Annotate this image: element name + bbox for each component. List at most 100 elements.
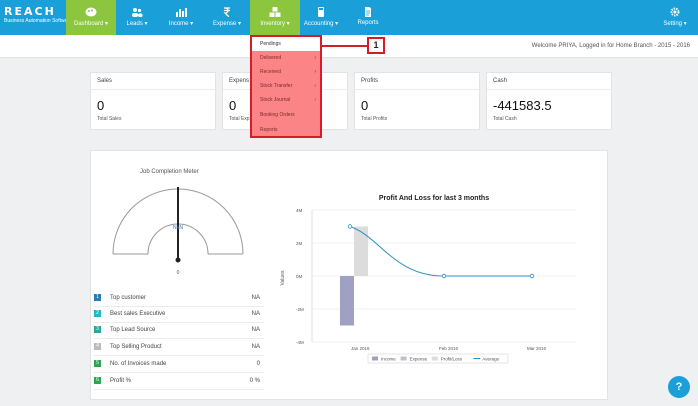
- info-badge: 1: [94, 294, 101, 301]
- info-value: NA: [251, 327, 260, 333]
- nav-reports[interactable]: Reports: [348, 0, 388, 35]
- chart-legend-swatch: [400, 356, 407, 361]
- stat-card-profits: Profits 0 Total Profits: [354, 72, 480, 130]
- chart-legend-label: Income: [381, 357, 396, 362]
- info-label: Top Lead Source: [110, 327, 156, 333]
- stat-card-cash: Cash -441583.5 Total Cash: [486, 72, 612, 130]
- inventory-dropdown-menu: Pendings Delivered › Received › Stock Tr…: [250, 35, 322, 138]
- info-value: NA: [251, 295, 260, 301]
- info-label: Top Selling Product: [110, 344, 162, 350]
- logo[interactable]: REACH Business Automation Software: [4, 5, 72, 30]
- chevron-right-icon: ›: [314, 55, 316, 61]
- palette-icon: [85, 7, 97, 17]
- nav-expense-label: Expense ▾: [212, 21, 242, 27]
- info-badge: 2: [94, 310, 101, 317]
- chart-y-tick-label: 0M: [296, 274, 303, 279]
- nav-leads-label: Leads ▾: [126, 21, 148, 27]
- help-button[interactable]: ?: [668, 376, 690, 398]
- chart-x-tick-label: Feb 2016: [439, 346, 459, 351]
- info-row-invoices-made: 5 No. of Invoices made 0: [94, 357, 264, 373]
- logo-tagline: Business Automation Software: [4, 18, 72, 24]
- chevron-right-icon: ›: [314, 97, 316, 103]
- menu-item-stock-transfer[interactable]: Stock Transfer: [260, 83, 293, 89]
- info-label: Top customer: [110, 295, 147, 301]
- chart-legend-label: Expense: [410, 357, 428, 362]
- chart-legend-box: [367, 353, 509, 364]
- menu-item-pendings[interactable]: Pendings: [252, 37, 320, 51]
- chart-point: [347, 224, 353, 229]
- job-completion-meter: NaN 0: [112, 187, 244, 276]
- chart-legend-label: Profit/Loss: [441, 357, 463, 362]
- nav-dashboard[interactable]: Dashboard ▾: [66, 0, 116, 35]
- menu-item-booking-orders[interactable]: Booking Orders: [260, 112, 295, 118]
- dashboard-panel: [90, 150, 608, 400]
- chart-y-tick-label: -4M: [296, 340, 304, 345]
- info-row-top-customer: 1 Top customer NA: [94, 291, 264, 307]
- document-icon: [365, 7, 371, 17]
- chart-bar: [354, 226, 368, 276]
- top-navigation-bar: REACH Business Automation Software Dashb…: [0, 0, 698, 35]
- chart-y-tick-label: -2M: [296, 307, 304, 312]
- rupee-icon: [223, 7, 230, 17]
- stat-sub: Total Profits: [361, 116, 388, 122]
- meter-pivot: [175, 257, 181, 263]
- stat-divider: [355, 89, 479, 90]
- info-label: Profit %: [110, 378, 132, 384]
- calculator-icon: [318, 7, 324, 17]
- chart-bar: [340, 276, 354, 326]
- nav-accounting[interactable]: Accounting ▾: [300, 0, 342, 35]
- stat-sub: Total Cash: [493, 116, 517, 122]
- nav-reports-label: Reports: [357, 20, 379, 26]
- stat-value: 0: [361, 98, 369, 113]
- logo-name: REACH: [4, 5, 56, 18]
- nav-setting[interactable]: Setting ▾: [656, 0, 694, 35]
- menu-item-delivered[interactable]: Delivered: [260, 55, 282, 61]
- chart-legend-label: Average: [482, 357, 499, 362]
- stat-value: -441583.5: [493, 98, 552, 113]
- chart-average-line: [349, 226, 532, 277]
- info-label: Best sales Executive: [110, 311, 166, 317]
- chart-legend-swatch: [431, 356, 438, 361]
- stat-value: 0: [97, 98, 105, 113]
- stat-sub: Total Exp: [229, 116, 250, 122]
- nav-setting-label: Setting ▾: [663, 21, 687, 27]
- info-value: 0 %: [249, 378, 260, 384]
- chart-y-tick-label: 2M: [296, 241, 303, 246]
- chart-point: [529, 273, 535, 279]
- meter-value-label: NaN: [173, 225, 183, 231]
- menu-item-label: Pendings: [260, 41, 281, 47]
- stat-title: Profits: [361, 78, 379, 84]
- nav-dashboard-label: Dashboard ▾: [73, 21, 109, 27]
- stat-card-sales: Sales 0 Total Sales: [90, 72, 216, 130]
- info-row-top-lead-source: 3 Top Lead Source NA: [94, 323, 264, 339]
- nav-income-label: Income ▾: [168, 21, 194, 27]
- nav-leads[interactable]: Leads ▾: [116, 0, 158, 35]
- menu-item-received[interactable]: Received: [260, 69, 281, 75]
- chart-y-axis-label: Values: [280, 270, 286, 285]
- info-value: NA: [251, 311, 260, 317]
- menu-item-reports[interactable]: Reports: [260, 127, 278, 133]
- chevron-right-icon: ›: [314, 69, 316, 75]
- nav-inventory-label: Inventory ▾: [260, 21, 290, 27]
- stat-title: Sales: [97, 78, 113, 84]
- users-icon: [132, 8, 143, 17]
- info-badge: 6: [94, 377, 101, 384]
- info-row-top-selling-product: 4 Top Selling Product NA: [94, 340, 264, 356]
- info-badge: 3: [94, 326, 101, 333]
- info-value: NA: [251, 344, 260, 350]
- info-badge: 4: [94, 343, 101, 350]
- menu-item-stock-journal[interactable]: Stock Journal: [260, 97, 291, 103]
- nav-income[interactable]: Income ▾: [158, 0, 204, 35]
- chart-legend-swatch: [372, 356, 378, 361]
- stat-title: Expens: [229, 78, 250, 84]
- nav-expense[interactable]: Expense ▾: [204, 0, 250, 35]
- info-label: No. of Invoices made: [110, 361, 167, 367]
- callout-line: [322, 45, 367, 47]
- nav-inventory[interactable]: Inventory ▾: [250, 0, 300, 35]
- meter-title: Job Completion Meter: [140, 169, 199, 175]
- info-value: 0: [256, 361, 260, 367]
- chart-x-tick-label: Jan 2016: [351, 346, 370, 351]
- chart-point: [441, 273, 447, 279]
- callout-number: 1: [367, 37, 385, 54]
- info-row-profit-percent: 6 Profit % 0 %: [94, 374, 264, 390]
